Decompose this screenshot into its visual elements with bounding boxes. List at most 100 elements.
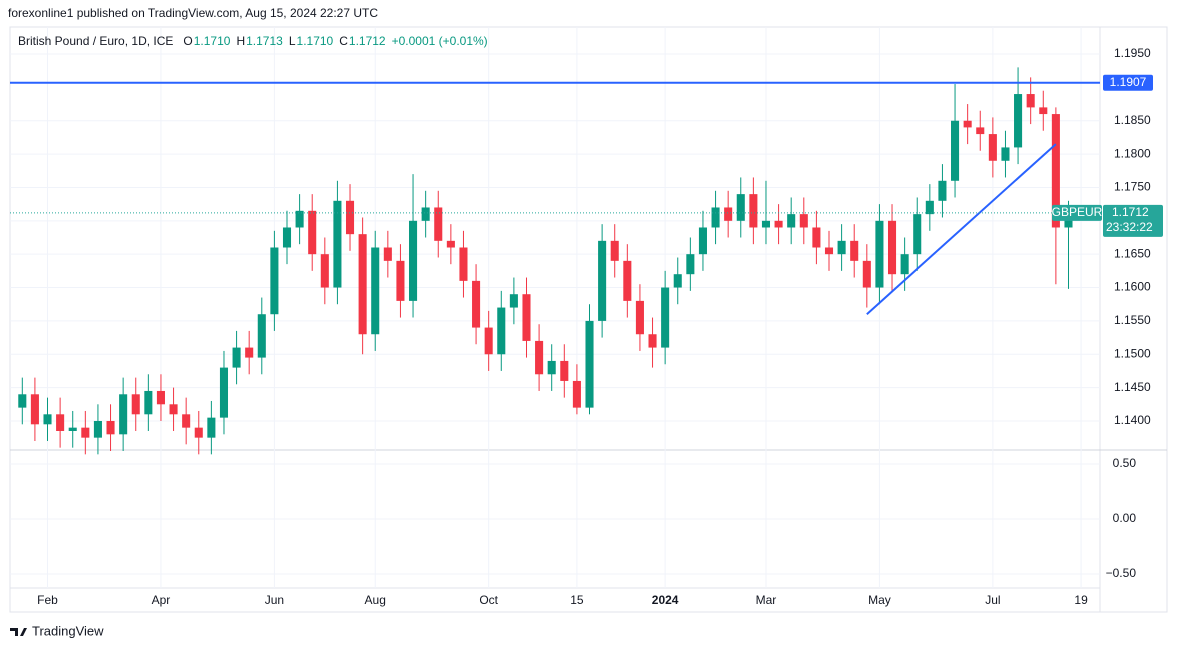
candle-body bbox=[535, 340, 544, 375]
candle-body bbox=[56, 414, 65, 431]
chart-frame bbox=[9, 26, 1168, 613]
logo-icon bbox=[10, 628, 27, 636]
candle-body bbox=[194, 427, 203, 438]
y-tick-label: 1.1450 bbox=[1114, 380, 1151, 394]
candle-body bbox=[686, 254, 695, 275]
candle-body bbox=[572, 380, 581, 408]
candle-body bbox=[169, 404, 178, 415]
candle-body bbox=[648, 334, 657, 348]
candle-body bbox=[799, 214, 808, 228]
candle-body bbox=[182, 414, 191, 428]
candle-body bbox=[988, 134, 997, 161]
y-tick-label: 1.1400 bbox=[1114, 413, 1151, 427]
x-tick-label: Aug bbox=[365, 593, 386, 607]
candle-body bbox=[93, 420, 102, 438]
hline-label-box bbox=[1103, 74, 1153, 91]
symbol-label-box bbox=[1052, 204, 1102, 221]
legend: British Pound / Euro, 1D, ICE O 1.1710 H 1.1… bbox=[18, 34, 488, 48]
x-tick-label: May bbox=[868, 593, 891, 607]
x-tick-label: Mar bbox=[756, 593, 777, 607]
candle-body bbox=[333, 200, 342, 288]
candles bbox=[18, 67, 1073, 455]
candle-body bbox=[396, 260, 405, 301]
y-tick-label: 1.1850 bbox=[1114, 113, 1151, 127]
candle-body bbox=[812, 227, 821, 248]
candle-body bbox=[824, 247, 834, 255]
candle-body bbox=[18, 394, 27, 408]
candle-body bbox=[774, 220, 783, 228]
candle-body bbox=[459, 247, 468, 281]
candle-body bbox=[585, 320, 594, 408]
publisher-header: forexonline1 published on TradingView.co… bbox=[8, 6, 378, 20]
y-tick-label: 1.1650 bbox=[1114, 246, 1151, 260]
candle-body bbox=[282, 227, 292, 248]
candle-body bbox=[358, 234, 367, 335]
candle-body bbox=[913, 214, 922, 255]
candle-body bbox=[81, 427, 90, 438]
candle-body bbox=[434, 207, 443, 241]
candle-body bbox=[409, 220, 418, 301]
candle-body bbox=[345, 200, 355, 235]
candle-body bbox=[144, 390, 153, 415]
candle-body bbox=[938, 180, 947, 201]
grid: 1.1400 1.1450 1.1500 1.1550 1.1600 1.1650 1.17… bbox=[10, 27, 1151, 607]
candle-body bbox=[976, 127, 985, 135]
y-tick-label: 1.1550 bbox=[1114, 313, 1151, 327]
candle-body bbox=[761, 220, 771, 228]
candle-body bbox=[1026, 94, 1035, 108]
candle-body bbox=[270, 247, 279, 315]
candle-body bbox=[522, 294, 531, 341]
trendline bbox=[866, 143, 1057, 315]
candle-body bbox=[119, 394, 128, 435]
last-price-label: 1.1712 bbox=[1112, 205, 1149, 219]
candle-body bbox=[837, 240, 846, 255]
y-tick-label: 1.1950 bbox=[1114, 46, 1151, 60]
candle-body bbox=[951, 120, 960, 181]
candle-body bbox=[509, 294, 518, 308]
candle-body bbox=[43, 414, 52, 425]
y-tick-label: 1.1500 bbox=[1114, 346, 1151, 360]
candle-body bbox=[560, 360, 569, 381]
x-tick-label: Feb bbox=[37, 593, 58, 607]
candle-body bbox=[1014, 94, 1023, 148]
candle-body bbox=[1051, 114, 1060, 228]
candle-body bbox=[900, 254, 909, 275]
candle-body bbox=[1001, 147, 1010, 161]
hline-label: 1.1907 bbox=[1110, 75, 1147, 89]
candle-body bbox=[547, 360, 556, 375]
candle-body bbox=[383, 247, 392, 261]
candle-body bbox=[232, 347, 241, 368]
footer-logo: TradingView bbox=[10, 623, 104, 638]
candle-body bbox=[963, 120, 972, 128]
candle-body bbox=[724, 207, 733, 221]
y-tick-label: 1.1800 bbox=[1114, 146, 1151, 160]
x-tick-label: 2024 bbox=[652, 593, 679, 607]
candle-body bbox=[887, 220, 897, 275]
legend-key: L bbox=[289, 34, 296, 48]
candle-body bbox=[295, 210, 304, 228]
symbol-label: GBPEUR bbox=[1052, 205, 1103, 219]
candle-body bbox=[635, 300, 644, 335]
legend-value: 1.1712 bbox=[349, 34, 386, 48]
legend-value: 1.1713 bbox=[246, 34, 283, 48]
candle-body bbox=[1039, 107, 1048, 115]
legend-symbol: British Pound / Euro, 1D, ICE bbox=[18, 34, 173, 48]
candle-body bbox=[156, 390, 165, 405]
y-tick-label: 1.1750 bbox=[1114, 180, 1151, 194]
candle-body bbox=[623, 260, 632, 301]
candle-body bbox=[68, 427, 77, 431]
candle-body bbox=[875, 220, 884, 288]
candle-body bbox=[106, 420, 115, 435]
y-tick-label: 1.1600 bbox=[1114, 280, 1151, 294]
candle-body bbox=[850, 240, 859, 261]
x-tick-label: Apr bbox=[152, 593, 171, 607]
candle-body bbox=[610, 240, 619, 261]
candle-body bbox=[673, 274, 682, 288]
candle-body bbox=[698, 227, 707, 255]
countdown-label: 23:32:22 bbox=[1106, 220, 1153, 234]
footer-text: TradingView bbox=[32, 623, 104, 638]
candle-body bbox=[320, 254, 329, 288]
candle-body bbox=[30, 394, 39, 425]
